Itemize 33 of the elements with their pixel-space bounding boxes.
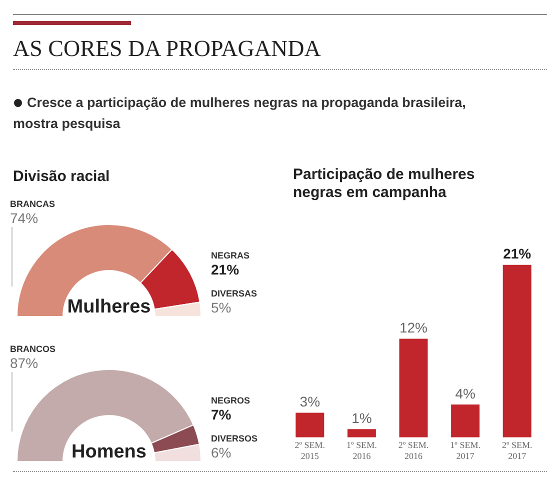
text: Homens xyxy=(72,442,146,462)
data-label: 4% xyxy=(455,385,476,402)
data-label: 5% xyxy=(211,300,232,316)
slice-label: BRANCOS xyxy=(10,344,56,354)
text: Cresce a participação de mulheres negras na propaganda brasileira, mostra pesquisa xyxy=(13,94,467,133)
data-label: 7% xyxy=(211,406,232,422)
slice-label: DIVERSOS xyxy=(211,434,258,444)
slice-label: DIVERSAS xyxy=(211,288,258,298)
data-label: 87% xyxy=(10,355,38,371)
bar xyxy=(399,338,428,438)
chart-title: Participação de mulheres negras em campanha xyxy=(293,166,476,202)
chart-title: Divisão racial xyxy=(13,168,110,186)
data-label: 74% xyxy=(10,210,38,226)
bar xyxy=(347,429,376,438)
x-tick-label: 2º SEM. 2016 xyxy=(398,440,429,461)
x-tick-label: 1º SEM. 2017 xyxy=(450,440,480,461)
slice-label: NEGRAS xyxy=(211,250,250,260)
text: AS CORES DA PROPAGANDA xyxy=(13,36,321,62)
x-tick-label: 2º SEM. 2017 xyxy=(502,440,532,461)
data-label: 21% xyxy=(211,262,240,278)
data-label: 3% xyxy=(300,394,320,410)
data-label: 12% xyxy=(399,320,428,336)
bar xyxy=(296,412,324,438)
slice-label: BRANCAS xyxy=(10,199,55,209)
bar xyxy=(451,404,480,438)
slice-label: NEGROS xyxy=(211,396,250,406)
data-label: 6% xyxy=(211,444,232,460)
x-tick-label: 2º SEM. 2015 xyxy=(294,440,326,461)
bar xyxy=(502,264,532,438)
text: Mulheres xyxy=(67,296,151,318)
data-label: 1% xyxy=(352,410,372,426)
x-tick-label: 1º SEM. 2016 xyxy=(346,440,377,461)
data-label: 21% xyxy=(503,246,532,262)
